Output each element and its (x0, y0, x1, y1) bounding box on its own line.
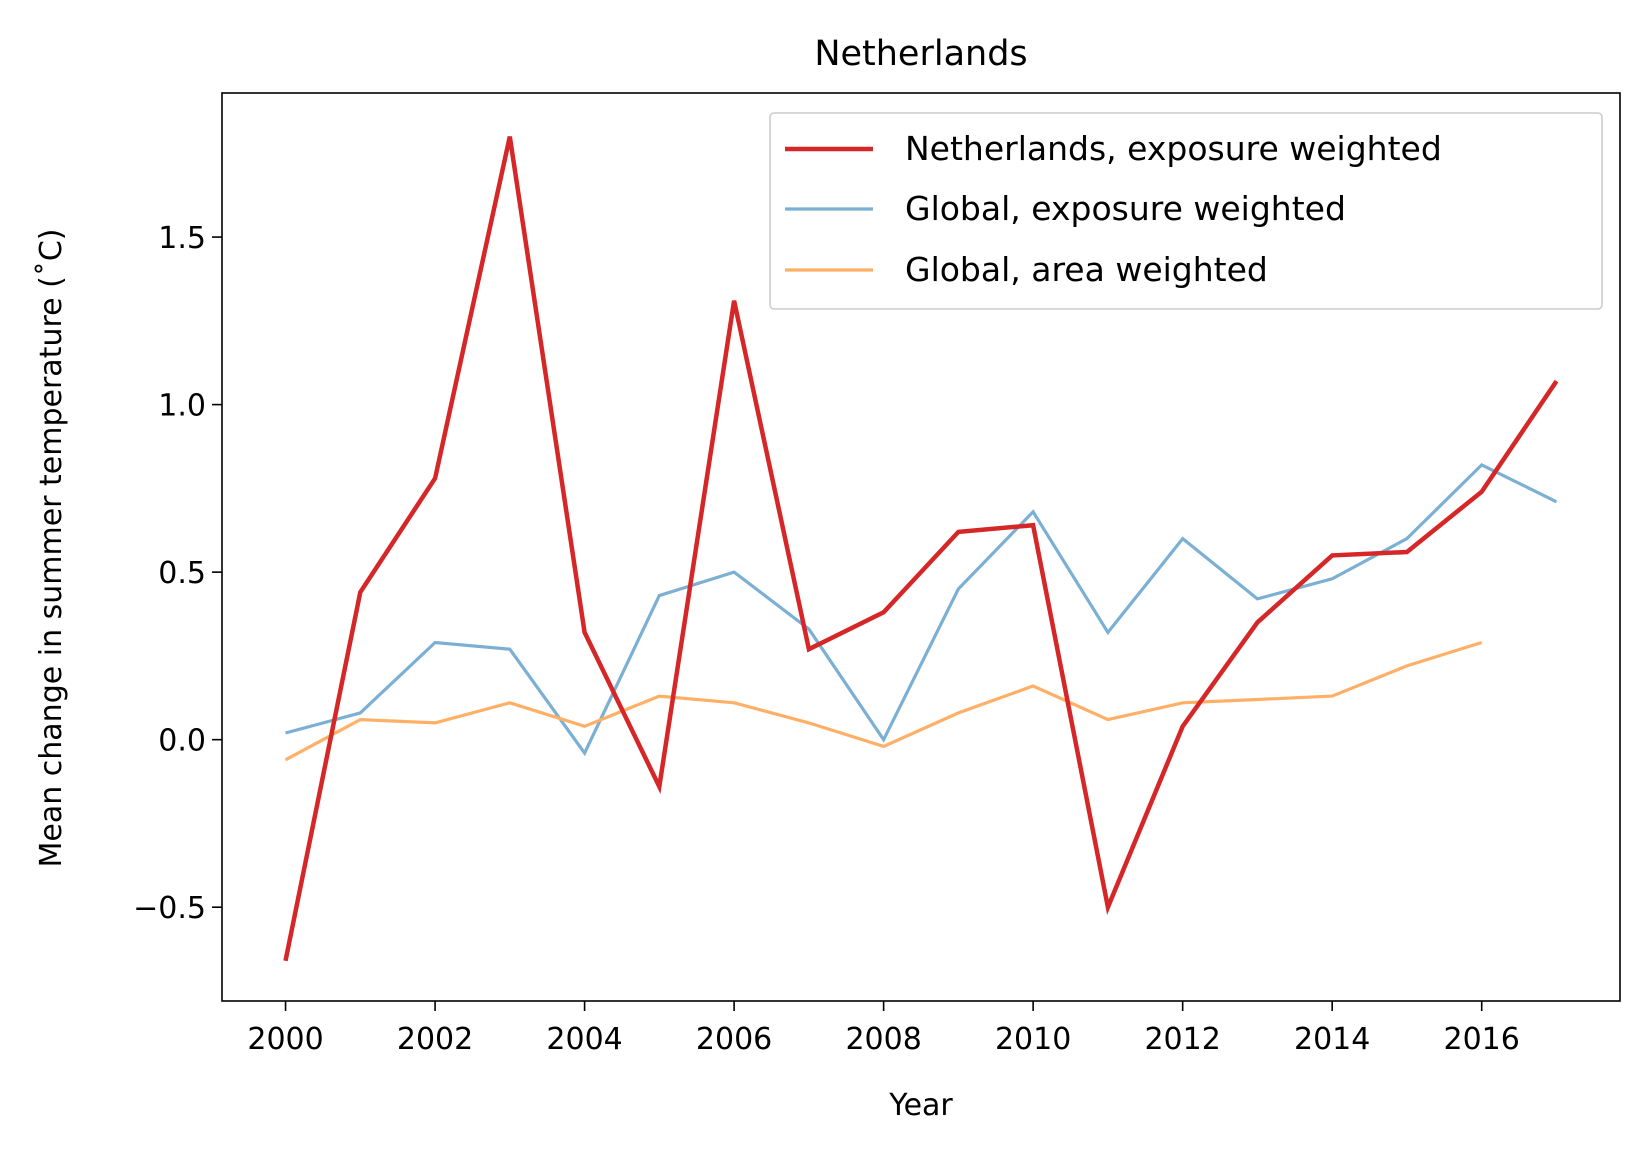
y-tick-label: 0.0 (158, 724, 206, 759)
series-line-0 (283, 136, 1559, 962)
y-axis-label: Mean change in summer temperature (˚C) (34, 229, 69, 868)
y-tick-label: 1.5 (158, 221, 206, 256)
x-tick-label: 2008 (845, 1022, 921, 1057)
legend-label: Global, exposure weighted (905, 189, 1346, 228)
plot-area (283, 136, 1559, 962)
legend: Netherlands, exposure weighted Global, ex… (769, 112, 1603, 310)
legend-label: Global, area weighted (905, 250, 1268, 289)
series-line-1 (285, 462, 1558, 757)
series-line-2 (284, 640, 1483, 762)
legend-label: Netherlands, exposure weighted (905, 129, 1442, 168)
y-tick-label: −0.5 (133, 891, 206, 926)
x-tick-label: 2012 (1144, 1022, 1220, 1057)
x-tick-label: 2006 (696, 1022, 772, 1057)
x-tick-label: 2010 (995, 1022, 1071, 1057)
y-tick-label: 1.0 (158, 389, 206, 424)
y-axis: −0.5 0.0 0.5 1.0 1.5 (133, 221, 222, 926)
plot-frame (221, 92, 1621, 1002)
chart-title: Netherlands (814, 34, 1027, 74)
x-tick-label: 2016 (1444, 1022, 1520, 1057)
legend-box (769, 112, 1603, 310)
x-tick-label: 2014 (1294, 1022, 1370, 1057)
x-axis-label: Year (888, 1088, 953, 1123)
x-tick-label: 2002 (397, 1022, 473, 1057)
x-tick-label: 2004 (546, 1022, 622, 1057)
y-tick-label: 0.5 (158, 556, 206, 591)
x-tick-label: 2000 (247, 1022, 323, 1057)
x-axis: 2000 2002 2004 2006 2008 2010 2012 2014 2016 (247, 1001, 1520, 1057)
